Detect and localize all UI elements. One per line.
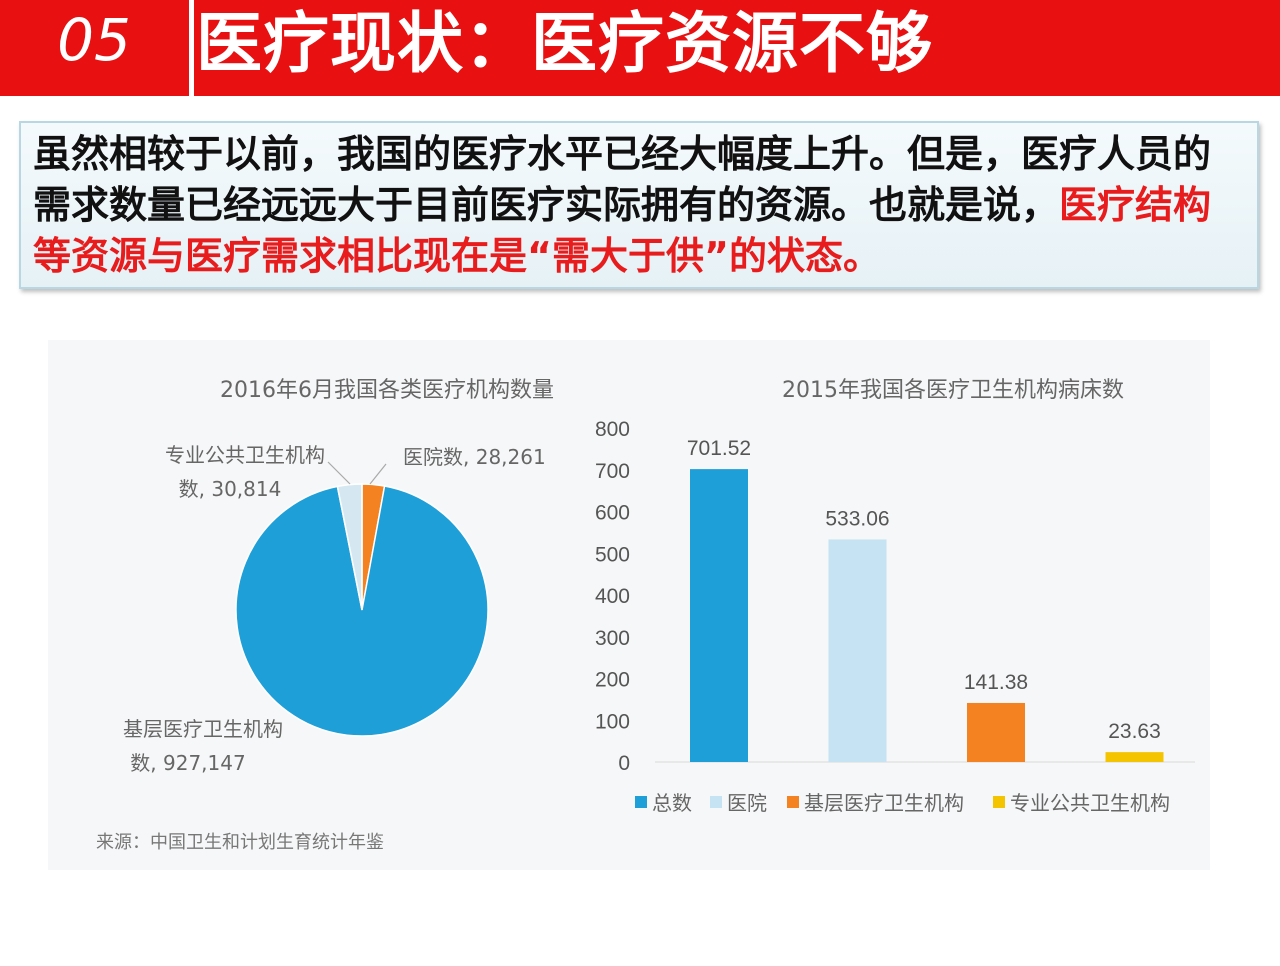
pie-leader-public-health: [327, 461, 351, 485]
legend-label: 医院: [727, 791, 767, 815]
section-number: 05: [57, 6, 131, 74]
page-title: 医疗现状：医疗资源不够: [196, 5, 933, 82]
legend-swatch: [787, 796, 799, 808]
y-tick-label: 100: [595, 710, 630, 733]
pie-label-primary-care: 基层医疗卫生机构 数, 927,147: [123, 717, 283, 775]
bar-value-label: 23.63: [1108, 720, 1161, 743]
y-tick-label: 200: [595, 669, 630, 692]
bar-chart-title: 2015年我国各医疗卫生机构病床数: [782, 378, 1124, 403]
bar-public-health: [1105, 752, 1164, 762]
bar-primary-care: [967, 702, 1025, 762]
intro-highlight-text: 医疗结构等资源与医疗需求相比现在是“需大于供”的状态。: [33, 183, 1212, 278]
bar-value-label: 701.52: [687, 437, 751, 460]
pie-slice-public-health: [336, 483, 363, 611]
y-tick-label: 800: [595, 418, 630, 441]
legend-label: 专业公共卫生机构: [1010, 791, 1170, 815]
y-tick-label: 0: [618, 752, 630, 775]
bar-hospital: [828, 539, 887, 762]
y-tick-label: 400: [595, 585, 630, 608]
bar-total: [690, 469, 748, 762]
pie-chart-title: 2016年6月我国各类医疗机构数量: [220, 378, 554, 403]
y-tick-label: 500: [595, 543, 630, 566]
legend-swatch: [635, 796, 647, 808]
pie-leader-hospital: [369, 463, 387, 485]
intro-normal-text: 虽然相较于以前，我国的医疗水平已经大幅度上升。但是，医疗人员的需求数量已经远远大…: [33, 132, 1212, 227]
intro-text-box: 虽然相较于以前，我国的医疗水平已经大幅度上升。但是，医疗人员的需求数量已经远远大…: [19, 121, 1259, 289]
bar-value-label: 141.38: [964, 671, 1028, 694]
pie-label-public-health: 专业公共卫生机构 数, 30,814: [165, 443, 325, 501]
y-tick-label: 700: [595, 460, 630, 483]
legend-swatch: [710, 796, 722, 808]
y-tick-label: 300: [595, 627, 630, 650]
header-bar: 05 医疗现状：医疗资源不够: [0, 0, 1280, 96]
y-tick-label: 600: [595, 502, 630, 525]
pie-slice-primary-care: [235, 485, 489, 737]
header-divider: [189, 0, 194, 96]
pie-label-hospital: 医院数, 28,261: [403, 445, 546, 469]
legend-label: 基层医疗卫生机构: [804, 791, 964, 815]
legend-swatch: [993, 796, 1005, 808]
legend-label: 总数: [652, 791, 692, 815]
bar-value-label: 533.06: [825, 507, 889, 530]
source-note: 来源：中国卫生和计划生育统计年鉴: [96, 832, 384, 853]
